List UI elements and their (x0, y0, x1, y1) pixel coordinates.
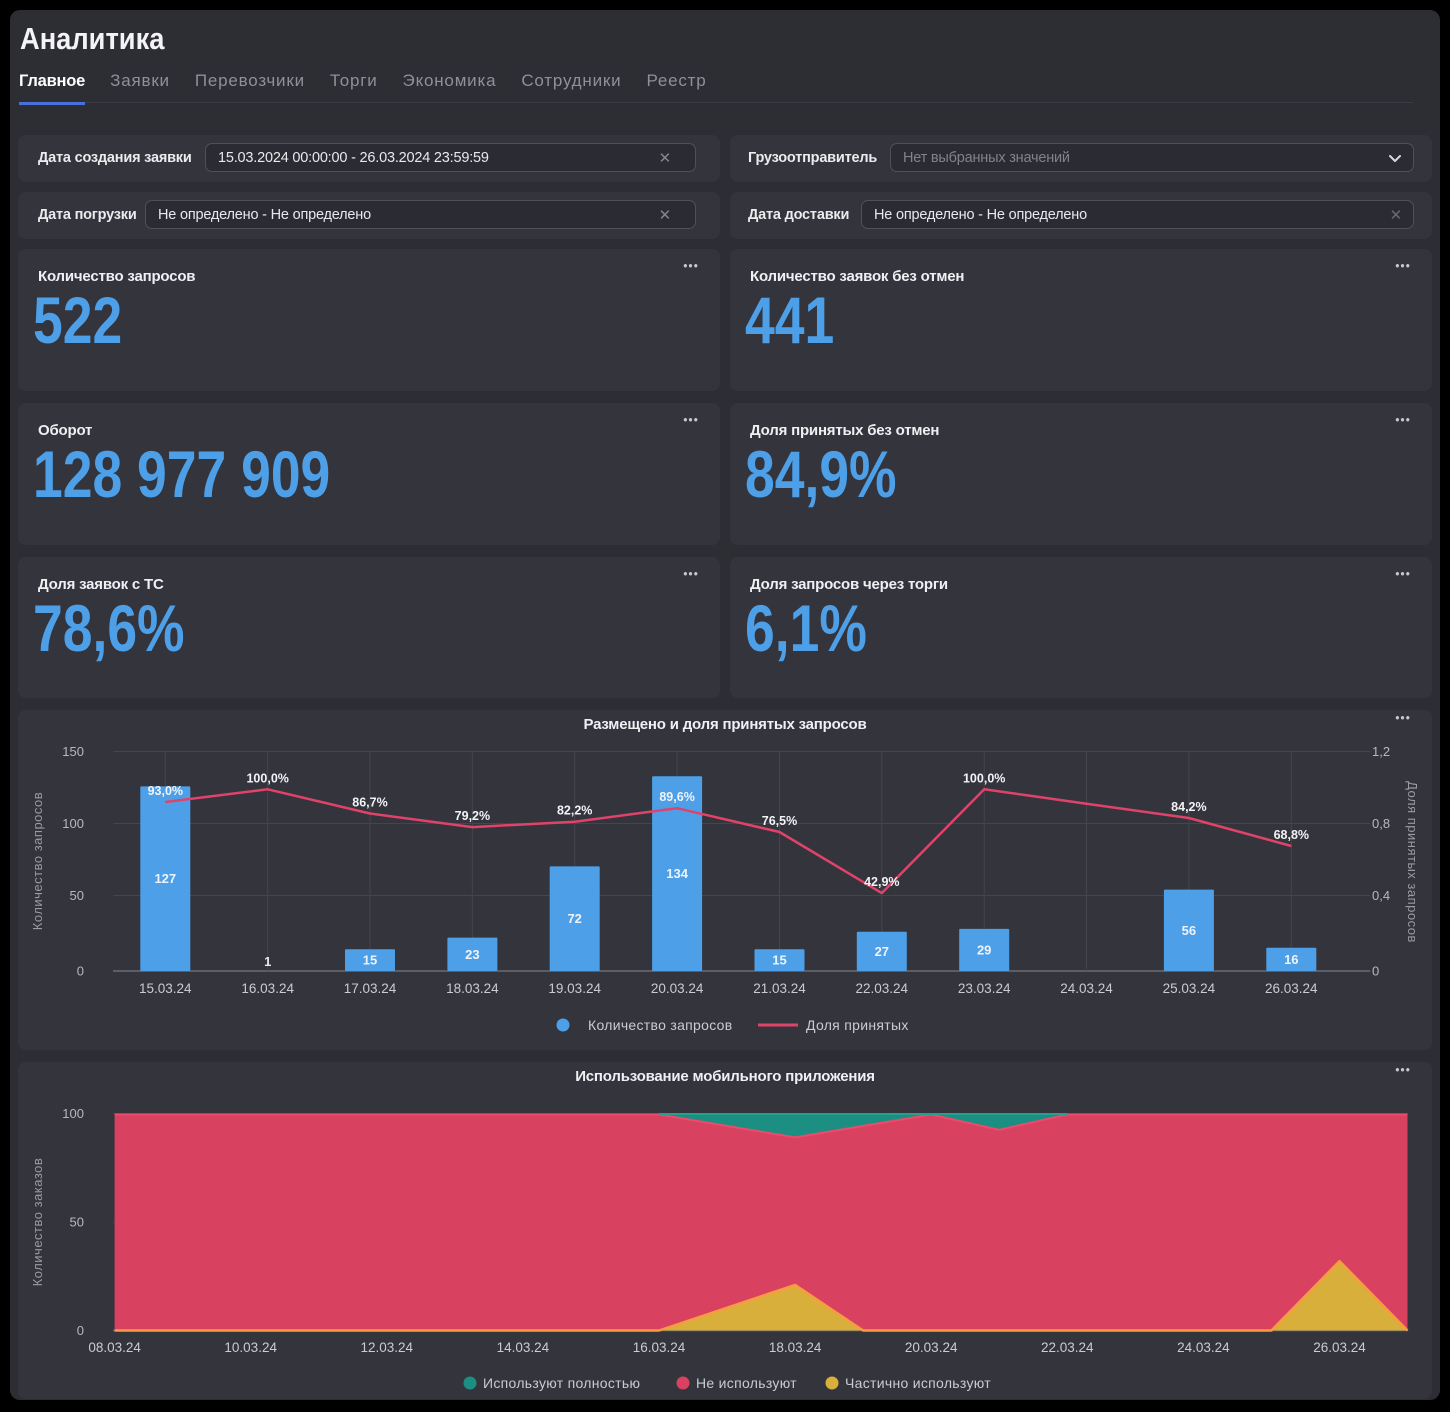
svg-text:86,7%: 86,7% (352, 796, 387, 810)
svg-text:0,4: 0,4 (1372, 888, 1390, 903)
svg-text:134: 134 (666, 866, 688, 881)
svg-text:27: 27 (875, 944, 889, 959)
svg-text:93,0%: 93,0% (148, 784, 183, 798)
svg-text:18.03.24: 18.03.24 (769, 1340, 822, 1355)
svg-text:10.03.24: 10.03.24 (224, 1340, 277, 1355)
svg-text:Доля принятых запросов: Доля принятых запросов (1405, 781, 1420, 943)
svg-text:56: 56 (1182, 923, 1196, 938)
svg-text:79,2%: 79,2% (455, 809, 490, 823)
svg-text:15: 15 (363, 953, 377, 968)
svg-text:1: 1 (264, 954, 271, 969)
svg-text:20.03.24: 20.03.24 (905, 1340, 958, 1355)
svg-text:22.03.24: 22.03.24 (856, 981, 909, 996)
svg-text:89,6%: 89,6% (659, 790, 694, 804)
svg-text:16.03.24: 16.03.24 (633, 1340, 686, 1355)
svg-text:16: 16 (1284, 952, 1298, 967)
svg-text:15: 15 (772, 953, 786, 968)
svg-text:150: 150 (62, 744, 84, 759)
svg-text:19.03.24: 19.03.24 (548, 981, 601, 996)
svg-text:Количество запросов: Количество запросов (30, 792, 45, 930)
svg-text:22.03.24: 22.03.24 (1041, 1340, 1094, 1355)
svg-text:100: 100 (62, 816, 84, 831)
svg-text:12.03.24: 12.03.24 (361, 1340, 414, 1355)
svg-text:100,0%: 100,0% (246, 771, 288, 785)
svg-text:Количество запросов: Количество запросов (588, 1017, 733, 1033)
svg-text:76,5%: 76,5% (762, 814, 797, 828)
svg-text:72: 72 (567, 911, 581, 926)
svg-text:100: 100 (62, 1106, 84, 1121)
svg-text:50: 50 (70, 1215, 84, 1230)
svg-text:Количество заказов: Количество заказов (30, 1158, 45, 1287)
svg-text:0: 0 (1372, 964, 1379, 979)
svg-text:0: 0 (77, 964, 84, 979)
svg-text:23: 23 (465, 947, 479, 962)
svg-text:24.03.24: 24.03.24 (1060, 981, 1113, 996)
svg-text:24.03.24: 24.03.24 (1177, 1340, 1230, 1355)
svg-text:Используют полностью: Используют полностью (483, 1375, 640, 1391)
svg-text:50: 50 (70, 888, 84, 903)
svg-text:127: 127 (154, 871, 176, 886)
svg-text:23.03.24: 23.03.24 (958, 981, 1011, 996)
svg-text:68,8%: 68,8% (1274, 828, 1309, 842)
svg-text:84,2%: 84,2% (1171, 800, 1206, 814)
svg-text:16.03.24: 16.03.24 (241, 981, 294, 996)
svg-text:Частично используют: Частично используют (845, 1375, 991, 1391)
svg-text:21.03.24: 21.03.24 (753, 981, 806, 996)
svg-text:42,9%: 42,9% (864, 875, 899, 889)
svg-text:0,8: 0,8 (1372, 816, 1390, 831)
svg-text:0: 0 (77, 1323, 84, 1338)
svg-text:20.03.24: 20.03.24 (651, 981, 704, 996)
svg-text:82,2%: 82,2% (557, 804, 592, 818)
svg-text:Не используют: Не используют (696, 1375, 797, 1391)
svg-text:14.03.24: 14.03.24 (497, 1340, 550, 1355)
svg-text:08.03.24: 08.03.24 (88, 1340, 141, 1355)
svg-text:26.03.24: 26.03.24 (1265, 981, 1318, 996)
svg-text:25.03.24: 25.03.24 (1163, 981, 1216, 996)
svg-text:17.03.24: 17.03.24 (344, 981, 397, 996)
svg-text:15.03.24: 15.03.24 (139, 981, 192, 996)
svg-text:100,0%: 100,0% (963, 771, 1005, 785)
svg-text:26.03.24: 26.03.24 (1313, 1340, 1366, 1355)
svg-text:29: 29 (977, 942, 991, 957)
svg-text:18.03.24: 18.03.24 (446, 981, 499, 996)
svg-text:1,2: 1,2 (1372, 744, 1390, 759)
svg-text:Доля принятых: Доля принятых (806, 1017, 909, 1033)
